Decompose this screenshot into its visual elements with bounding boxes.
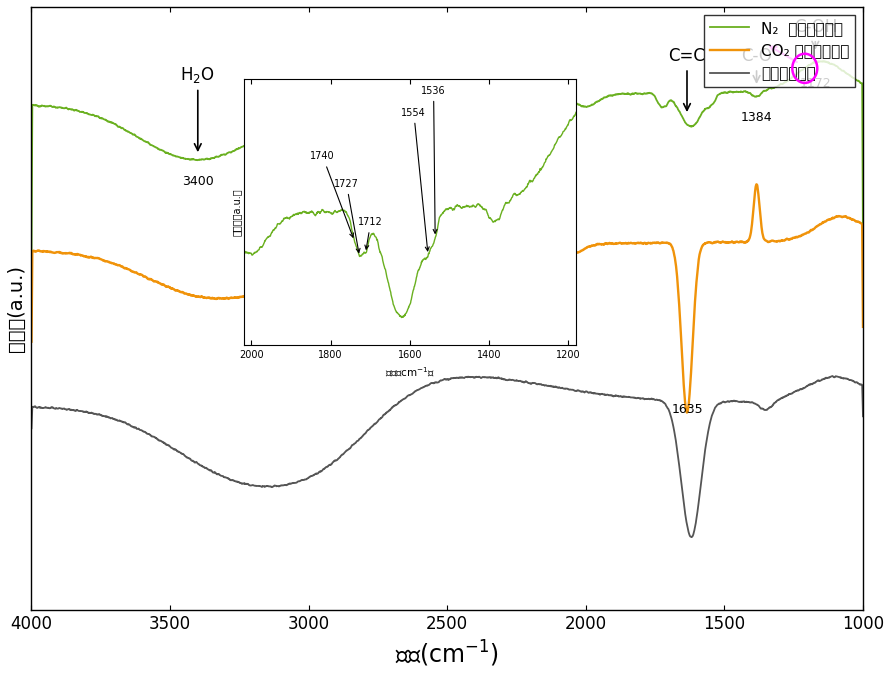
原始碳纳米管 [630, 394, 641, 402]
Legend: N₂  等离子体改性, CO₂ 等离子体改性, 原始碳纳米管: N₂ 等离子体改性, CO₂ 等离子体改性, 原始碳纳米管 [705, 15, 855, 87]
原始碳纳米管 [791, 387, 802, 395]
N₂  等离子体改性 [832, 63, 843, 71]
Y-axis label: 透过率(a.u.): 透过率(a.u.) [7, 265, 26, 352]
Text: C=C: C=C [668, 47, 706, 110]
CO₂ 等离子体改性 [791, 233, 802, 241]
Text: 2839: 2839 [338, 130, 369, 143]
CO₂ 等离子体改性 [682, 408, 692, 416]
Line: CO₂ 等离子体改性: CO₂ 等离子体改性 [31, 185, 863, 412]
N₂  等离子体改性 [630, 89, 641, 97]
CO₂ 等离子体改性 [375, 258, 386, 266]
原始碳纳米管 [382, 408, 393, 416]
原始碳纳米管 [827, 372, 838, 380]
N₂  等离子体改性 [421, 93, 432, 101]
原始碳纳米管 [421, 381, 432, 389]
原始碳纳米管 [858, 412, 869, 420]
N₂  等离子体改性 [375, 97, 386, 105]
CO₂ 等离子体改性 [858, 323, 869, 331]
Text: 3400: 3400 [182, 174, 214, 187]
Line: 原始碳纳米管: 原始碳纳米管 [31, 376, 863, 537]
CO₂ 等离子体改性 [630, 239, 641, 247]
Text: 1635: 1635 [671, 403, 703, 416]
Text: 2920: 2920 [315, 143, 347, 156]
Text: H$_2$O: H$_2$O [181, 65, 215, 150]
CO₂ 等离子体改性 [832, 212, 843, 220]
CO₂ 等离子体改性 [421, 243, 432, 251]
原始碳纳米管 [26, 425, 37, 433]
N₂  等离子体改性 [858, 244, 869, 252]
CO₂ 等离子体改性 [751, 180, 762, 189]
Text: 1384: 1384 [740, 112, 772, 124]
N₂  等离子体改性 [382, 97, 393, 105]
Text: 1172: 1172 [799, 77, 831, 90]
N₂  等离子体改性 [790, 70, 801, 78]
Line: N₂  等离子体改性: N₂ 等离子体改性 [31, 62, 863, 260]
Text: C-OH: C-OH [794, 18, 837, 48]
原始碳纳米管 [375, 414, 386, 422]
N₂  等离子体改性 [819, 57, 830, 66]
CO₂ 等离子体改性 [26, 337, 37, 345]
N₂  等离子体改性 [26, 256, 37, 264]
原始碳纳米管 [832, 372, 843, 381]
CO₂ 等离子体改性 [382, 254, 393, 262]
X-axis label: 波长(cm$^{-1}$): 波长(cm$^{-1}$) [396, 639, 499, 669]
Text: C-H: C-H [336, 118, 408, 137]
原始碳纳米管 [687, 533, 698, 541]
Text: C-O: C-O [741, 47, 772, 82]
